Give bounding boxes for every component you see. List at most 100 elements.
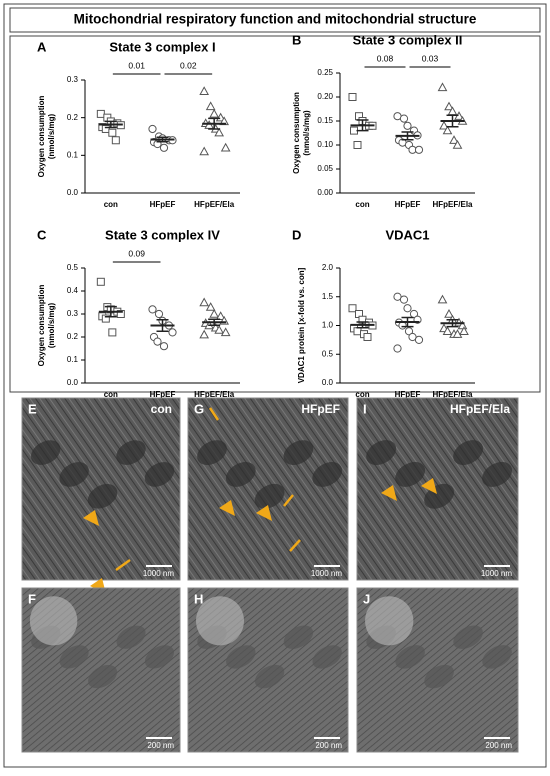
y-axis-label: Oxygen consumption bbox=[37, 285, 46, 367]
micrograph-texture bbox=[283, 625, 314, 649]
micrograph-texture bbox=[395, 645, 425, 669]
micrograph-texture bbox=[225, 462, 256, 487]
data-point bbox=[399, 114, 409, 123]
error-bar bbox=[208, 117, 221, 130]
x-tick-label: HFpEF/Ela bbox=[194, 200, 235, 209]
arrowhead bbox=[381, 485, 397, 501]
data-point bbox=[168, 328, 177, 337]
data-point bbox=[108, 328, 117, 337]
micrograph-texture bbox=[197, 440, 227, 465]
micrograph-texture bbox=[424, 664, 454, 689]
micrograph-texture bbox=[144, 462, 175, 487]
scale-label: 1000 nm bbox=[311, 569, 342, 578]
data-point bbox=[452, 329, 463, 338]
y-tick-label: 0.1 bbox=[67, 150, 79, 159]
data-point bbox=[159, 143, 169, 152]
chart-title: State 3 complex II bbox=[353, 32, 463, 47]
data-point bbox=[399, 295, 409, 304]
data-point bbox=[214, 325, 225, 334]
micrograph-texture bbox=[365, 596, 414, 646]
error-bar bbox=[446, 114, 459, 128]
x-tick-label: HFpEF bbox=[150, 200, 176, 209]
image-label: E bbox=[28, 401, 37, 416]
data-point bbox=[437, 82, 448, 92]
micrograph-texture bbox=[59, 462, 89, 487]
data-point bbox=[108, 128, 117, 137]
scale-label: 200 nm bbox=[147, 741, 174, 750]
panel-label: B bbox=[292, 32, 301, 47]
y-tick-label: 0.5 bbox=[67, 263, 79, 272]
arrowhead bbox=[83, 510, 99, 526]
scale-label: 1000 nm bbox=[481, 569, 512, 578]
y-tick-label: 2.0 bbox=[322, 263, 334, 272]
y-axis-label: (nmol/s/mg) bbox=[47, 303, 56, 349]
micrograph-texture bbox=[453, 625, 483, 649]
image-caption: con bbox=[151, 402, 172, 416]
micrograph-texture bbox=[312, 462, 343, 487]
data-point bbox=[209, 308, 220, 318]
data-point bbox=[457, 320, 468, 330]
data-point bbox=[393, 344, 402, 353]
data-point bbox=[148, 305, 157, 314]
y-tick-label: 0.0 bbox=[67, 378, 79, 387]
data-point bbox=[209, 108, 220, 118]
data-point bbox=[148, 124, 157, 134]
micrograph-texture bbox=[196, 596, 244, 646]
error-bar bbox=[401, 316, 414, 328]
micrograph-texture bbox=[395, 462, 426, 487]
data-point bbox=[409, 309, 419, 319]
error-bar bbox=[356, 321, 369, 329]
data-point bbox=[452, 139, 463, 149]
x-tick-label: HFpEF/Ela bbox=[432, 200, 473, 209]
y-tick-label: 0.3 bbox=[67, 75, 79, 84]
error-bar bbox=[401, 131, 414, 141]
data-point bbox=[154, 309, 164, 319]
data-point bbox=[353, 141, 362, 149]
y-tick-label: 0.4 bbox=[67, 286, 79, 295]
y-tick-label: 0.0 bbox=[322, 378, 334, 387]
micrograph-texture bbox=[59, 645, 89, 669]
data-point bbox=[404, 327, 414, 336]
data-point bbox=[444, 101, 454, 111]
data-point bbox=[220, 142, 231, 152]
data-point bbox=[348, 304, 357, 313]
micrograph-texture bbox=[226, 645, 256, 669]
y-tick-label: 0.2 bbox=[67, 332, 79, 341]
y-axis-label: (nmol/s/mg) bbox=[302, 110, 311, 156]
p-value: 0.09 bbox=[128, 248, 145, 258]
data-point bbox=[403, 304, 412, 313]
data-point bbox=[353, 327, 362, 336]
data-point bbox=[153, 337, 162, 346]
x-tick-label: HFpEF bbox=[150, 390, 176, 399]
y-axis-label: Oxygen consumption bbox=[292, 92, 301, 174]
charts-box bbox=[9, 35, 541, 393]
micrograph-texture bbox=[482, 462, 513, 487]
data-point bbox=[459, 326, 469, 335]
scale-label: 200 nm bbox=[315, 741, 342, 750]
data-point bbox=[215, 311, 226, 320]
data-point bbox=[220, 327, 231, 337]
y-tick-label: 1.5 bbox=[322, 292, 334, 301]
image-label: F bbox=[28, 591, 36, 606]
arrowhead bbox=[219, 500, 235, 516]
y-tick-label: 1.0 bbox=[322, 321, 334, 330]
image-label: I bbox=[363, 401, 367, 416]
image-label: H bbox=[194, 591, 203, 606]
arrow bbox=[115, 558, 131, 572]
y-tick-label: 0.0 bbox=[67, 188, 79, 197]
data-point bbox=[199, 86, 210, 95]
y-tick-label: 0.05 bbox=[317, 164, 333, 173]
y-tick-label: 0.20 bbox=[317, 92, 333, 101]
micrograph-texture bbox=[254, 664, 285, 689]
y-tick-label: 0.15 bbox=[317, 116, 333, 125]
data-point bbox=[199, 297, 210, 307]
error-bar bbox=[208, 318, 221, 327]
data-point bbox=[444, 308, 454, 318]
micrograph-texture bbox=[116, 440, 146, 465]
data-point bbox=[101, 314, 110, 323]
y-tick-label: 0.5 bbox=[322, 349, 334, 358]
y-tick-label: 0.1 bbox=[67, 355, 79, 364]
micrograph-texture bbox=[283, 440, 314, 465]
p-value: 0.01 bbox=[128, 60, 145, 70]
